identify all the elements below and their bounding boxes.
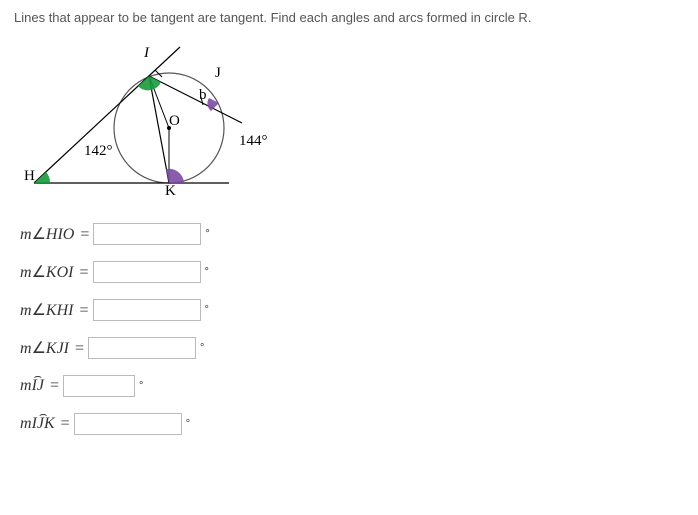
answer-input[interactable] <box>88 337 196 359</box>
answer-label: mIJK = <box>20 415 74 433</box>
answer-label: m∠KJI = <box>20 338 88 358</box>
angle-142: 142° <box>84 143 113 160</box>
degree-symbol: ° <box>205 266 209 278</box>
answer-row: m∠KJI = ° <box>20 337 684 359</box>
answer-row: mIJK = ° <box>20 413 684 435</box>
answer-row: mIJ = ° <box>20 375 684 397</box>
degree-symbol: ° <box>205 228 209 240</box>
angle-144: 144° <box>239 133 268 150</box>
degree-symbol: ° <box>186 418 190 430</box>
answer-label: m∠HIO = <box>20 224 93 244</box>
answer-label: m∠KOI = <box>20 262 93 282</box>
label-H: H <box>24 168 35 185</box>
label-J: J <box>215 65 221 82</box>
answer-row: m∠KOI = ° <box>20 261 684 283</box>
degree-symbol: ° <box>139 380 143 392</box>
prompt-text: Lines that appear to be tangent are tang… <box>14 10 684 25</box>
label-I: I <box>144 45 149 62</box>
answers-block: m∠HIO =°m∠KOI =°m∠KHI =°m∠KJI =°mIJ =°mI… <box>20 223 684 435</box>
answer-row: m∠HIO = ° <box>20 223 684 245</box>
answer-label: mIJ = <box>20 377 63 395</box>
answer-label: m∠KHI = <box>20 300 93 320</box>
label-O: O <box>169 113 180 130</box>
circle-figure: H I J K O b 142° 144° <box>24 43 274 203</box>
answer-input[interactable] <box>93 299 201 321</box>
label-K: K <box>165 183 176 200</box>
answer-input[interactable] <box>93 261 201 283</box>
answer-input[interactable] <box>63 375 135 397</box>
answer-input[interactable] <box>93 223 201 245</box>
answer-row: m∠KHI = ° <box>20 299 684 321</box>
answer-input[interactable] <box>74 413 182 435</box>
degree-symbol: ° <box>200 342 204 354</box>
label-b: b <box>199 87 207 104</box>
degree-symbol: ° <box>205 304 209 316</box>
